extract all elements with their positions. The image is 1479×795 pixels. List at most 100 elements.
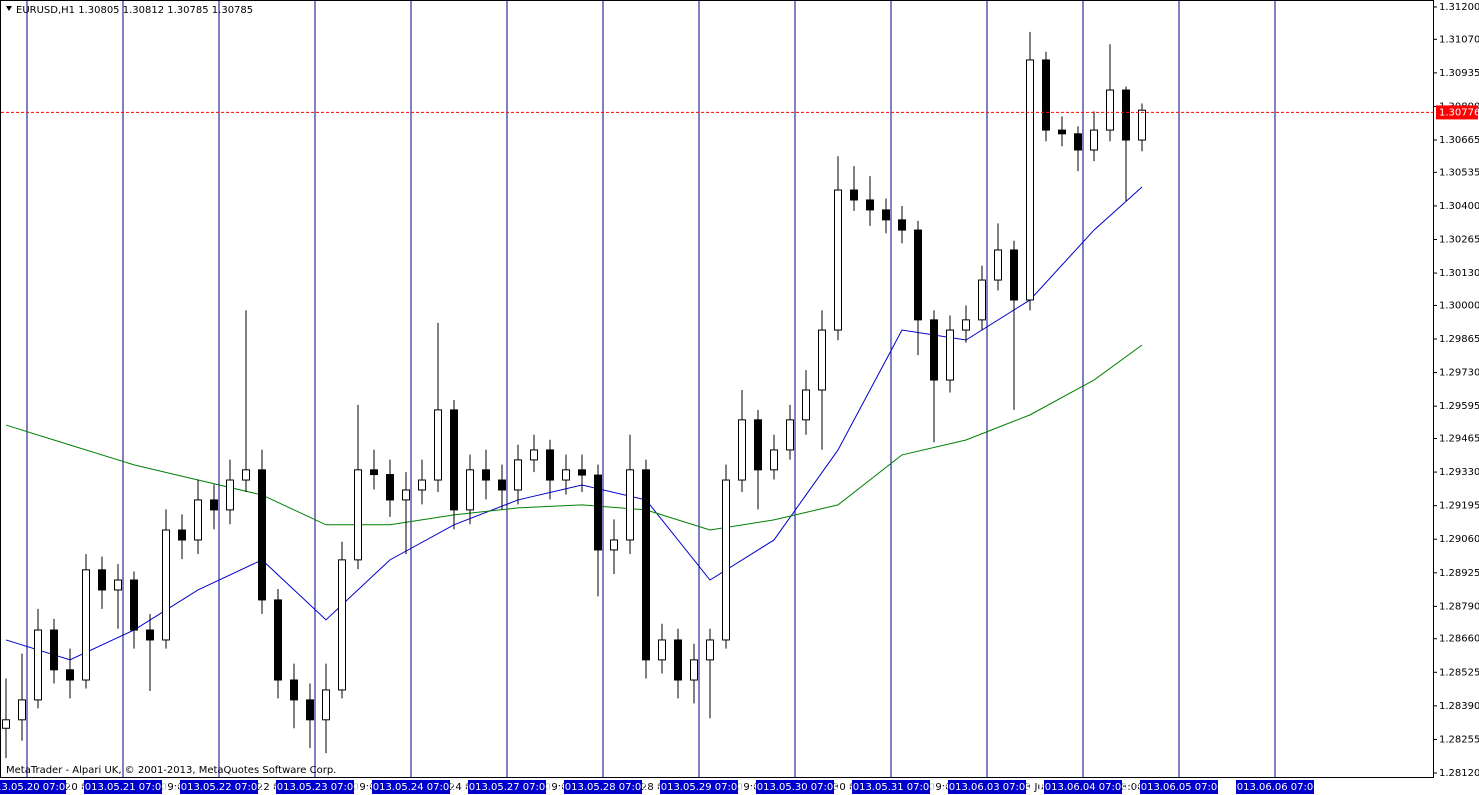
time-label-partial: 24 M: [449, 782, 474, 793]
time-label: 2013.05.24 07:00: [366, 782, 455, 793]
candle-body: [818, 329, 826, 391]
y-tick-label: 1.29465: [1439, 433, 1479, 444]
y-tick-label: 1.30665: [1439, 135, 1479, 146]
candle-body: [258, 469, 266, 601]
candle-body: [1042, 59, 1050, 131]
candle-body: [882, 209, 890, 221]
candle-body: [738, 419, 746, 481]
candle-body: [1106, 89, 1114, 131]
candle-body: [930, 319, 938, 381]
plot-frame: [0, 0, 1434, 778]
candle-body: [226, 479, 234, 511]
candle-body: [994, 249, 1002, 281]
candle-body: [658, 639, 666, 661]
y-tick-label: 1.28925: [1439, 568, 1479, 579]
time-label-partial: 09:0: [161, 782, 183, 793]
candle-body: [642, 469, 650, 661]
y-tick-label: 1.29060: [1439, 534, 1479, 545]
candle-body: [1090, 129, 1098, 151]
candle-body: [402, 489, 410, 501]
candle-body: [130, 579, 138, 631]
candle-body: [98, 569, 106, 591]
candle-body: [66, 669, 74, 681]
candle-body: [754, 419, 762, 471]
time-label-box: [1140, 780, 1218, 794]
candle-body: [946, 329, 954, 381]
y-tick-label: 1.30000: [1439, 300, 1479, 311]
candle-body: [34, 629, 42, 701]
candle-body: [722, 479, 730, 641]
y-tick-label: 1.29865: [1439, 334, 1479, 345]
candle-body: [322, 689, 330, 721]
candle-body: [338, 559, 346, 691]
time-label: 2013.06.04 07:00: [1038, 782, 1127, 793]
time-label-partial: 22 M: [257, 782, 282, 793]
y-tick-label: 1.30265: [1439, 235, 1479, 246]
time-label-box: [0, 780, 66, 794]
candle-body: [706, 639, 714, 661]
candle-body: [978, 279, 986, 321]
candle-body: [386, 474, 394, 501]
candle-body: [802, 389, 810, 421]
candle-body: [674, 639, 682, 681]
title-marker: [6, 6, 12, 11]
candle-body: [898, 219, 906, 231]
y-tick-label: 1.29730: [1439, 368, 1479, 379]
time-label-box: [564, 780, 642, 794]
time-label: 2013.06.03 07:00: [942, 782, 1031, 793]
candle-body: [354, 469, 362, 561]
candle-body: [866, 199, 874, 211]
time-label-box: [1044, 780, 1122, 794]
time-label-box: [180, 780, 258, 794]
time-label-box: [948, 780, 1026, 794]
time-label-box: [1236, 780, 1314, 794]
price-label: 1.30776: [1439, 107, 1479, 118]
time-label-partial: 09:0: [737, 782, 759, 793]
time-label-box: [468, 780, 546, 794]
candle-body: [1026, 59, 1034, 301]
time-label-partial: 09:0: [929, 782, 951, 793]
time-label-box: [852, 780, 930, 794]
time-label: 2013.05.30 07:00: [750, 782, 839, 793]
candle-body: [146, 629, 154, 641]
candle-body: [1074, 133, 1082, 151]
candle-body: [514, 459, 522, 491]
candle-body: [178, 529, 186, 541]
y-tick-label: 1.30535: [1439, 167, 1479, 178]
candle-body: [1010, 249, 1018, 301]
time-label-partial: 28 M: [641, 782, 666, 793]
time-label-partial: 8:00: [1121, 782, 1143, 793]
time-label-partial: 09:0: [353, 782, 375, 793]
candle-body: [594, 474, 602, 551]
y-tick-label: 1.30130: [1439, 268, 1479, 279]
time-label: 2013.06.05 07:00: [1134, 782, 1223, 793]
candle-body: [274, 599, 282, 681]
candle-body: [610, 539, 618, 551]
candle-body: [2, 719, 10, 729]
y-tick-label: 1.31070: [1439, 34, 1479, 45]
time-label-partial: 30 M: [833, 782, 858, 793]
candle-body: [626, 469, 634, 541]
time-label: 2013.05.28 07:00: [558, 782, 647, 793]
time-label-box: [84, 780, 162, 794]
y-tick-label: 1.29195: [1439, 501, 1479, 512]
candle-body: [306, 699, 314, 721]
time-label-partial: 20 M: [65, 782, 90, 793]
candle-body: [1058, 129, 1066, 135]
candle-body: [546, 449, 554, 481]
candle-body: [530, 449, 538, 461]
candle-body: [242, 469, 250, 481]
candle-body: [450, 409, 458, 511]
y-tick-label: 1.30935: [1439, 68, 1479, 79]
candle-body: [770, 449, 778, 471]
time-label: 2013.05.31 07:00: [846, 782, 935, 793]
candle-body: [498, 479, 506, 491]
candle-body: [562, 469, 570, 481]
candle-body: [482, 469, 490, 481]
candle-body: [418, 479, 426, 491]
candle-body: [82, 569, 90, 681]
candle-body: [834, 189, 842, 331]
y-tick-label: 1.28525: [1439, 667, 1479, 678]
candle-body: [114, 579, 122, 591]
